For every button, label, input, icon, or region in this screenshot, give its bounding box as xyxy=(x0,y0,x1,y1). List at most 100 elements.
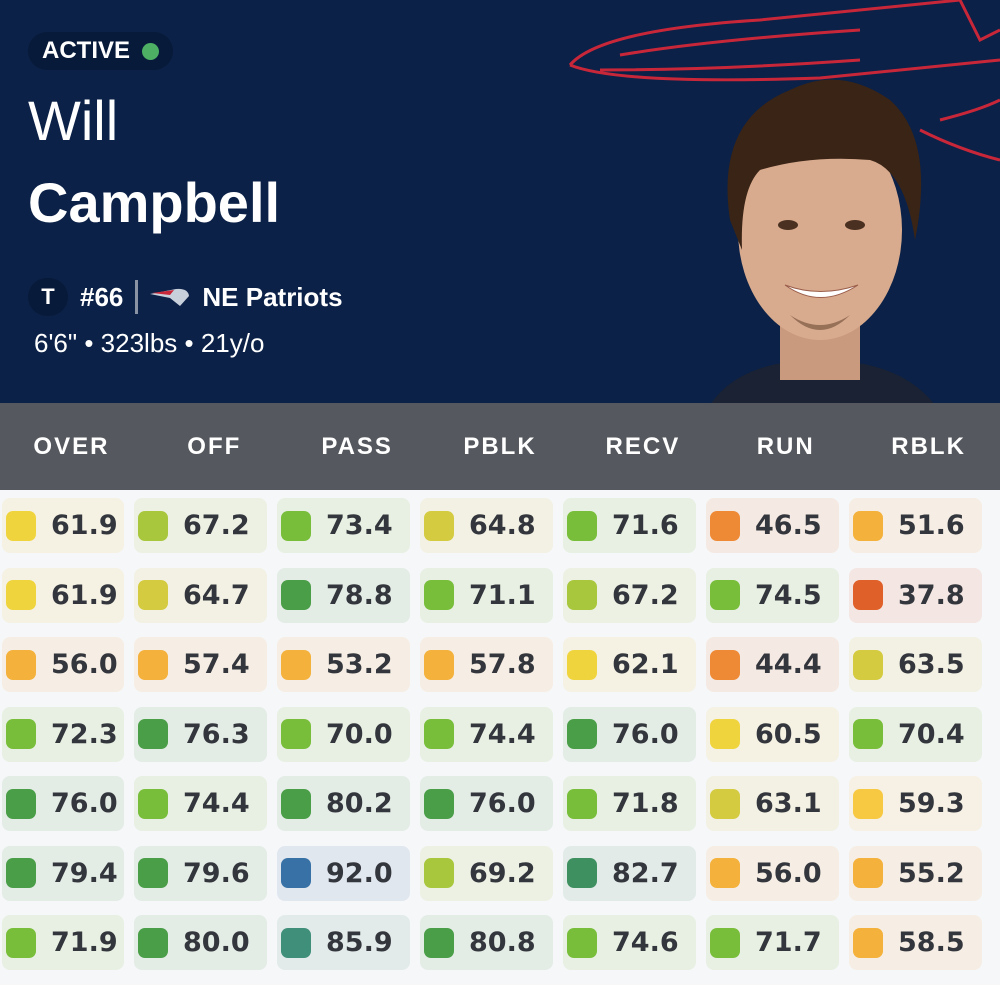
column-header-off[interactable]: OFF xyxy=(187,432,242,460)
grade-cell-recv[interactable]: 82.7 xyxy=(563,845,696,901)
grade-cell-over[interactable]: 72.3 xyxy=(2,706,124,762)
divider xyxy=(135,280,139,314)
grade-color-swatch-icon xyxy=(853,858,883,888)
grade-cell-rblk[interactable]: 55.2 xyxy=(849,845,982,901)
grade-value: 64.7 xyxy=(183,579,250,611)
grade-color-swatch-icon xyxy=(138,649,168,680)
grade-cell-rblk[interactable]: 70.4 xyxy=(849,706,982,762)
grade-value: 85.9 xyxy=(326,927,393,958)
grade-color-swatch-icon xyxy=(567,719,597,749)
grade-cell-run[interactable]: 63.1 xyxy=(706,776,839,831)
team-name: NE Patriots xyxy=(202,281,343,312)
grade-cell-off[interactable]: 57.4 xyxy=(134,637,267,692)
grade-cell-pass[interactable]: 78.8 xyxy=(277,567,410,623)
grade-cell-recv[interactable]: 74.6 xyxy=(563,915,696,970)
column-header-pass[interactable]: PASS xyxy=(321,432,393,460)
grade-color-swatch-icon xyxy=(710,858,740,888)
grade-cell-rblk[interactable]: 51.6 xyxy=(849,498,982,553)
grade-cell-recv[interactable]: 76.0 xyxy=(563,706,696,762)
grade-value: 74.4 xyxy=(469,718,536,750)
grade-cell-rblk[interactable]: 58.5 xyxy=(849,915,982,970)
grade-cell-recv[interactable]: 67.2 xyxy=(563,567,696,623)
grade-cell-off[interactable]: 79.6 xyxy=(134,845,267,901)
table-row: 61.9 64.7 78.8 71.1 67.2 74.5 37.8 xyxy=(2,567,998,623)
grade-cell-over[interactable]: 61.9 xyxy=(2,567,124,623)
grade-cell-run[interactable]: 44.4 xyxy=(706,637,839,692)
grade-cell-pass[interactable]: 70.0 xyxy=(277,706,410,762)
grade-cell-pass[interactable]: 92.0 xyxy=(277,845,410,901)
grade-columns-header: OVER OFF PASS PBLK RECV RUN RBLK xyxy=(0,403,1000,490)
grade-color-swatch-icon xyxy=(424,510,454,541)
grade-cell-over[interactable]: 79.4 xyxy=(2,845,124,901)
grade-color-swatch-icon xyxy=(710,927,740,958)
player-last-name: Campbell xyxy=(28,171,281,234)
patriots-logo-icon xyxy=(150,288,190,306)
grade-value: 56.0 xyxy=(755,857,822,889)
grade-color-swatch-icon xyxy=(853,580,883,610)
table-row: 76.0 74.4 80.2 76.0 71.8 63.1 59.3 xyxy=(2,776,998,831)
grade-cell-off[interactable]: 74.4 xyxy=(134,776,267,831)
grade-value: 76.0 xyxy=(469,788,536,819)
grade-color-swatch-icon xyxy=(853,649,883,680)
grade-cell-run[interactable]: 46.5 xyxy=(706,498,839,553)
grade-color-swatch-icon xyxy=(138,510,168,541)
grade-color-swatch-icon xyxy=(710,510,740,541)
grade-cell-pblk[interactable]: 80.8 xyxy=(420,915,553,970)
grade-cell-pass[interactable]: 80.2 xyxy=(277,776,410,831)
column-header-recv[interactable]: RECV xyxy=(605,432,681,460)
grade-cell-pass[interactable]: 73.4 xyxy=(277,498,410,553)
grade-cell-over[interactable]: 71.9 xyxy=(2,915,124,970)
grade-cell-over[interactable]: 76.0 xyxy=(2,776,124,831)
grade-color-swatch-icon xyxy=(281,719,311,749)
column-header-pblk[interactable]: PBLK xyxy=(463,432,537,460)
grades-table: 61.9 67.2 73.4 64.8 71.6 46.5 51.6 61.9 64.7 78.8… xyxy=(2,498,998,985)
grade-cell-recv[interactable]: 71.8 xyxy=(563,776,696,831)
grade-value: 70.0 xyxy=(326,718,393,750)
grade-cell-pblk[interactable]: 64.8 xyxy=(420,498,553,553)
grade-cell-over[interactable]: 61.9 xyxy=(2,498,124,553)
grade-color-swatch-icon xyxy=(567,649,597,680)
grade-cell-pblk[interactable]: 71.1 xyxy=(420,567,553,623)
grade-cell-rblk[interactable]: 63.5 xyxy=(849,637,982,692)
grade-value: 67.2 xyxy=(183,510,250,541)
grade-cell-off[interactable]: 80.0 xyxy=(134,915,267,970)
grade-cell-pblk[interactable]: 74.4 xyxy=(420,706,553,762)
grade-cell-off[interactable]: 76.3 xyxy=(134,706,267,762)
grade-color-swatch-icon xyxy=(567,510,597,541)
grade-cell-off[interactable]: 67.2 xyxy=(134,498,267,553)
grade-value: 71.1 xyxy=(469,579,536,611)
grade-cell-over[interactable]: 56.0 xyxy=(2,637,124,692)
grade-color-swatch-icon xyxy=(6,649,36,680)
grade-color-swatch-icon xyxy=(281,649,311,680)
grade-cell-off[interactable]: 64.7 xyxy=(134,567,267,623)
grade-cell-recv[interactable]: 71.6 xyxy=(563,498,696,553)
column-header-rblk[interactable]: RBLK xyxy=(891,432,966,460)
grade-cell-pblk[interactable]: 76.0 xyxy=(420,776,553,831)
grade-cell-pblk[interactable]: 57.8 xyxy=(420,637,553,692)
grade-cell-run[interactable]: 56.0 xyxy=(706,845,839,901)
grade-color-swatch-icon xyxy=(281,927,311,958)
position-badge: T xyxy=(28,278,68,316)
team-logo-watermark xyxy=(568,0,1000,162)
grade-cell-pass[interactable]: 53.2 xyxy=(277,637,410,692)
grade-color-swatch-icon xyxy=(710,649,740,680)
grade-value: 59.3 xyxy=(898,788,965,819)
grade-value: 80.2 xyxy=(326,788,393,819)
grade-cell-rblk[interactable]: 37.8 xyxy=(849,567,982,623)
grade-cell-rblk[interactable]: 59.3 xyxy=(849,776,982,831)
grade-cell-run[interactable]: 74.5 xyxy=(706,567,839,623)
grade-color-swatch-icon xyxy=(6,580,36,610)
grade-value: 76.3 xyxy=(183,718,250,750)
grade-cell-run[interactable]: 60.5 xyxy=(706,706,839,762)
grade-value: 57.4 xyxy=(183,649,250,680)
grade-color-swatch-icon xyxy=(853,788,883,819)
grade-cell-pass[interactable]: 85.9 xyxy=(277,915,410,970)
grade-cell-run[interactable]: 71.7 xyxy=(706,915,839,970)
grade-cell-pblk[interactable]: 69.2 xyxy=(420,845,553,901)
column-header-run[interactable]: RUN xyxy=(756,432,815,460)
grade-value: 78.8 xyxy=(326,579,393,611)
column-header-over[interactable]: OVER xyxy=(33,432,110,460)
grade-cell-recv[interactable]: 62.1 xyxy=(563,637,696,692)
player-info: T #66 NE Patriots xyxy=(28,278,343,316)
grade-color-swatch-icon xyxy=(281,858,311,888)
